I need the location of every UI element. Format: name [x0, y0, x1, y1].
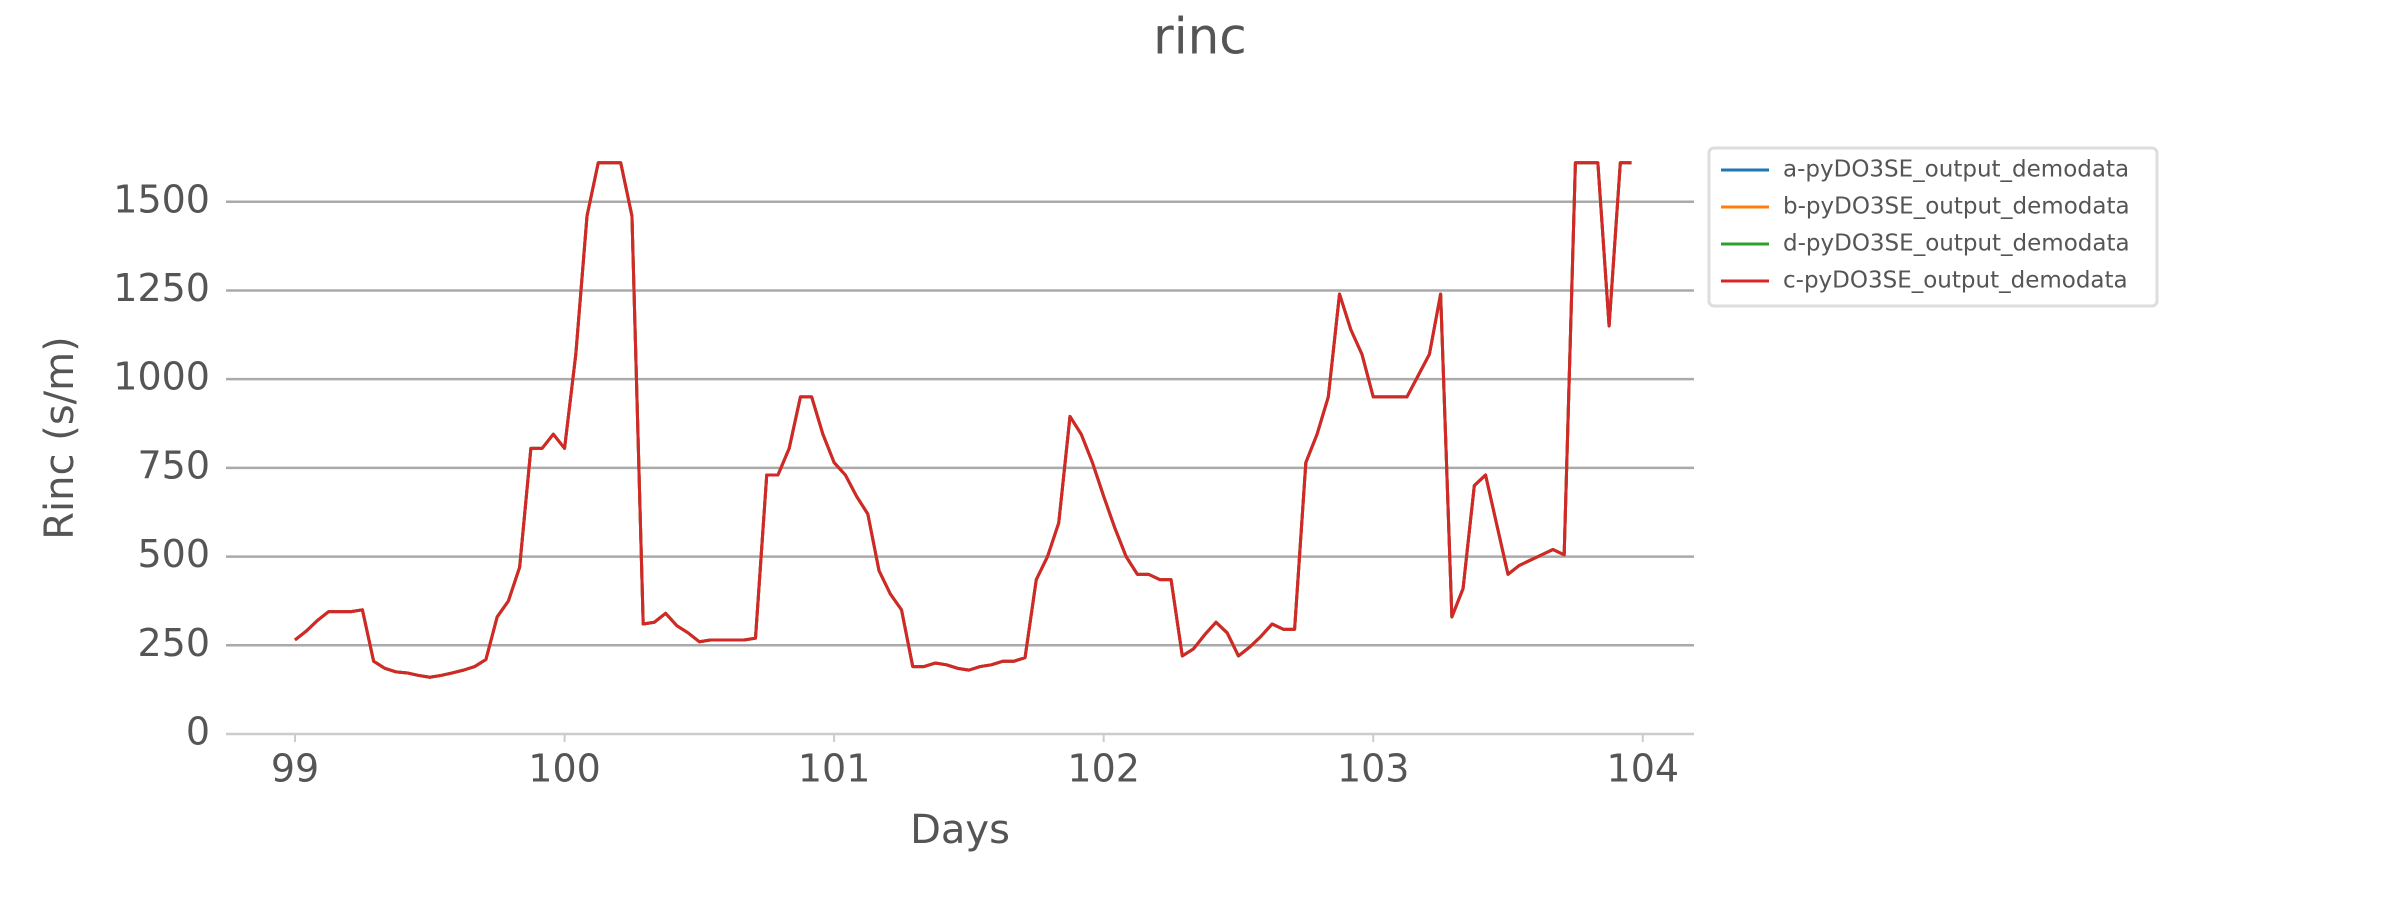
legend-label: a-pyDO3SE_output_demodata [1783, 157, 2129, 183]
y-tick-label: 1500 [113, 177, 210, 221]
x-tick-label: 99 [271, 747, 319, 791]
legend-box [1707, 146, 2159, 308]
x-tick-label: 100 [528, 747, 601, 791]
y-tick-label: 1000 [113, 355, 210, 399]
x-tick-label: 101 [798, 747, 871, 791]
legend-label: c-pyDO3SE_output_demodata [1783, 268, 2128, 294]
y-tick-label: 1250 [113, 266, 210, 310]
y-tick-label: 0 [186, 710, 210, 754]
series-line [294, 161, 1632, 679]
x-tick-label: 102 [1067, 747, 1140, 791]
y-tick-label: 250 [137, 621, 210, 665]
y-tick-label: 750 [137, 443, 210, 487]
x-axis-label: Days [910, 807, 1010, 853]
legend-label: d-pyDO3SE_output_demodata [1783, 231, 2130, 257]
y-axis-label: Rinc (s/m) [37, 336, 83, 539]
y-tick-label: 500 [137, 532, 210, 576]
chart-title: rinc [1153, 8, 1247, 66]
legend-label: b-pyDO3SE_output_demodata [1783, 194, 2130, 220]
x-tick-label: 103 [1337, 747, 1410, 791]
series-line [294, 161, 1632, 679]
series-line [294, 161, 1632, 679]
series-line [294, 161, 1632, 679]
x-tick-label: 104 [1607, 747, 1680, 791]
